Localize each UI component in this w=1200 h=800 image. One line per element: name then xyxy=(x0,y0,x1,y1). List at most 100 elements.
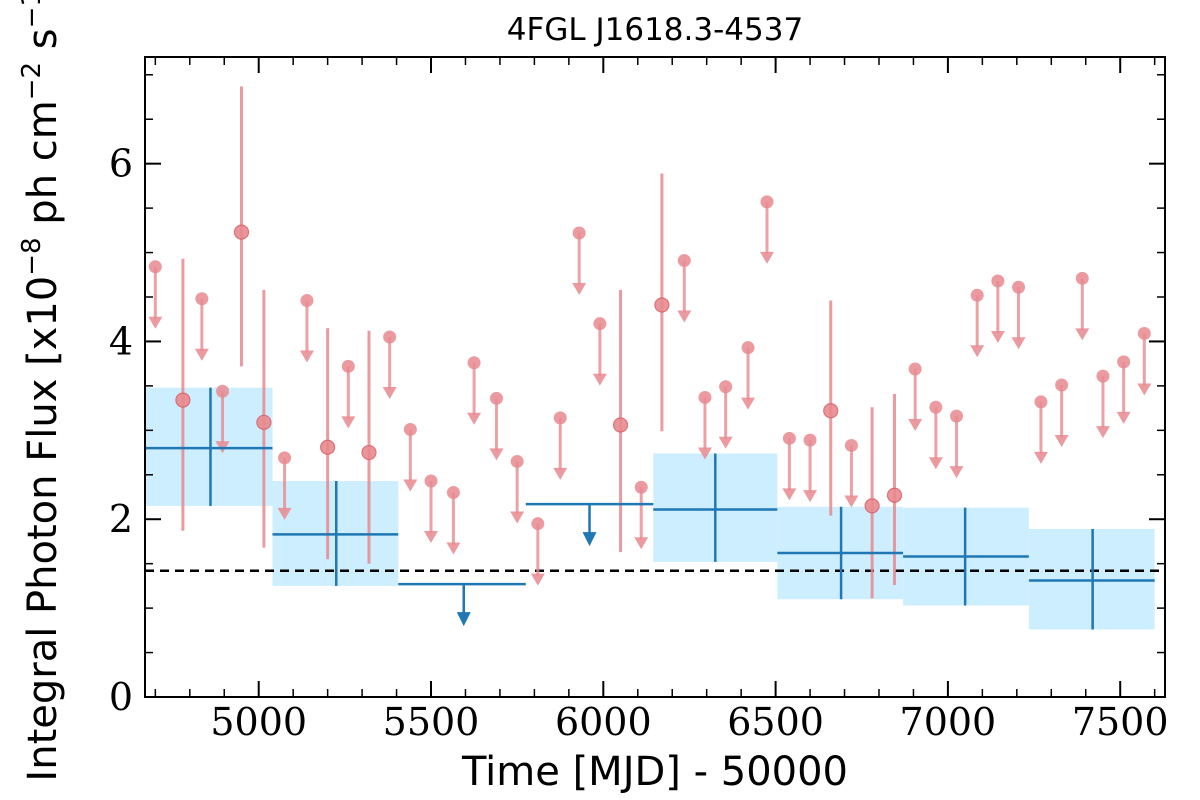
fine-ul-point-30 xyxy=(991,274,1005,288)
axis-ticks xyxy=(145,57,1165,698)
fine-bins xyxy=(148,86,1152,599)
fine-ul-arrow-32 xyxy=(1033,451,1048,464)
x-tick-label-0: 5000 xyxy=(210,700,307,744)
x-tick-labels: 5000 5500 6000 6500 7000 7500 xyxy=(210,700,1168,744)
chart-title: 4FGL J1618.3-4537 xyxy=(507,12,803,48)
fine-point-3 xyxy=(320,439,336,455)
y-axis-label-part3: s xyxy=(20,28,66,62)
fine-point-6 xyxy=(654,297,670,313)
fine-ul-arrow-1 xyxy=(194,348,209,361)
fine-ul-arrow-6 xyxy=(382,387,397,399)
fine-ul-point-19 xyxy=(698,390,712,404)
fine-ul-point-5 xyxy=(341,359,355,373)
fine-ul-point-6 xyxy=(383,330,397,344)
fine-point-2 xyxy=(256,414,272,430)
fine-ul-arrow-25 xyxy=(844,495,859,508)
fine-ul-arrow-22 xyxy=(759,251,774,264)
y-axis-label-exp2: −2 xyxy=(17,62,47,100)
fine-point-4 xyxy=(361,444,377,461)
fine-ul-point-12 xyxy=(510,454,524,468)
fine-ul-arrow-30 xyxy=(990,331,1005,343)
fine-ul-arrow-33 xyxy=(1054,435,1069,447)
fine-ul-point-27 xyxy=(929,400,943,414)
fine-ul-point-29 xyxy=(970,288,984,302)
coarse-band-0 xyxy=(145,387,273,506)
fine-ul-point-16 xyxy=(593,317,607,331)
fine-ul-point-11 xyxy=(489,391,503,405)
x-axis-label: Time [MJD] - 50000 xyxy=(461,749,848,795)
fine-ul-point-32 xyxy=(1034,395,1048,409)
y-axis-label-exp3: −1 xyxy=(17,0,47,28)
fine-ul-arrow-9 xyxy=(446,542,461,555)
fine-ul-arrow-35 xyxy=(1095,426,1110,439)
x-tick-label-5: 7500 xyxy=(1072,700,1169,744)
fine-ul-point-26 xyxy=(908,362,922,376)
fine-ul-arrow-15 xyxy=(572,283,587,295)
fine-ul-point-35 xyxy=(1096,369,1110,383)
fine-ul-point-0 xyxy=(148,260,162,274)
y-tick-label-0: 0 xyxy=(109,675,133,719)
fine-ul-arrow-36 xyxy=(1116,411,1131,424)
fine-ul-point-36 xyxy=(1117,355,1131,369)
fine-point-7 xyxy=(823,403,839,419)
fine-ul-arrow-13 xyxy=(530,573,545,586)
coarse-bins xyxy=(145,387,1155,630)
y-tick-labels: 0 2 4 6 xyxy=(109,142,133,719)
fine-ul-arrow-27 xyxy=(928,457,943,470)
fine-ul-point-24 xyxy=(803,433,817,447)
fine-ul-point-1 xyxy=(195,292,209,306)
fine-point-9 xyxy=(886,487,903,503)
y-tick-label-3: 6 xyxy=(109,142,133,186)
y-tick-label-2: 4 xyxy=(109,319,133,363)
fine-ul-point-14 xyxy=(553,411,567,425)
y-axis-label-part2: ph cm xyxy=(20,100,66,237)
fine-point-8 xyxy=(864,498,880,514)
fine-ul-arrow-31 xyxy=(1011,337,1026,350)
fine-point-0 xyxy=(175,392,191,408)
fine-ul-point-37 xyxy=(1137,326,1151,340)
x-tick-label-1: 5500 xyxy=(383,700,480,744)
fine-ul-point-13 xyxy=(531,517,545,531)
fine-ul-arrow-11 xyxy=(489,448,504,461)
fine-ul-point-25 xyxy=(844,438,858,452)
fine-ul-arrow-14 xyxy=(553,467,568,480)
coarse-ul-arrow-0 xyxy=(456,612,471,627)
fine-ul-point-34 xyxy=(1075,271,1089,285)
fine-ul-point-7 xyxy=(403,422,417,436)
y-axis-label: Integral Photon Flux [x10−8 ph cm−2 s−1] xyxy=(17,0,66,782)
fine-ul-arrow-16 xyxy=(592,373,607,386)
fine-ul-arrow-29 xyxy=(970,345,985,358)
y-axis-label-exp1: −8 xyxy=(17,237,47,275)
fine-ul-point-3 xyxy=(278,451,292,465)
fine-ul-point-23 xyxy=(782,431,796,445)
fine-ul-point-2 xyxy=(216,384,230,398)
fine-ul-point-33 xyxy=(1055,378,1069,392)
fine-ul-arrow-5 xyxy=(341,416,356,429)
fine-ul-arrow-21 xyxy=(741,397,756,410)
fine-ul-arrow-4 xyxy=(299,350,314,363)
plot-frame xyxy=(144,56,1166,698)
fine-ul-arrow-28 xyxy=(949,466,964,479)
fine-ul-arrow-23 xyxy=(782,488,797,501)
fine-ul-point-8 xyxy=(424,474,438,488)
fine-ul-arrow-26 xyxy=(908,419,923,431)
fine-ul-arrow-20 xyxy=(718,436,733,449)
fine-ul-arrow-18 xyxy=(677,310,692,323)
fine-ul-point-9 xyxy=(446,486,460,500)
fine-ul-point-22 xyxy=(760,195,774,209)
fine-ul-arrow-7 xyxy=(403,479,418,492)
fine-ul-arrow-8 xyxy=(424,531,439,543)
coarse-bin-bands xyxy=(145,387,1155,630)
fine-ul-arrow-37 xyxy=(1137,383,1152,396)
fine-ul-arrow-0 xyxy=(148,316,163,329)
fine-ul-point-21 xyxy=(741,341,755,355)
fine-point-1 xyxy=(233,224,250,240)
coarse-ul-arrow-1 xyxy=(582,532,597,547)
fine-ul-arrow-10 xyxy=(467,412,482,425)
fine-ul-point-18 xyxy=(677,254,691,268)
x-tick-label-3: 6500 xyxy=(727,700,824,744)
fine-ul-arrow-3 xyxy=(277,507,292,520)
x-tick-label-2: 6000 xyxy=(555,700,652,744)
fine-ul-point-17 xyxy=(634,480,648,494)
